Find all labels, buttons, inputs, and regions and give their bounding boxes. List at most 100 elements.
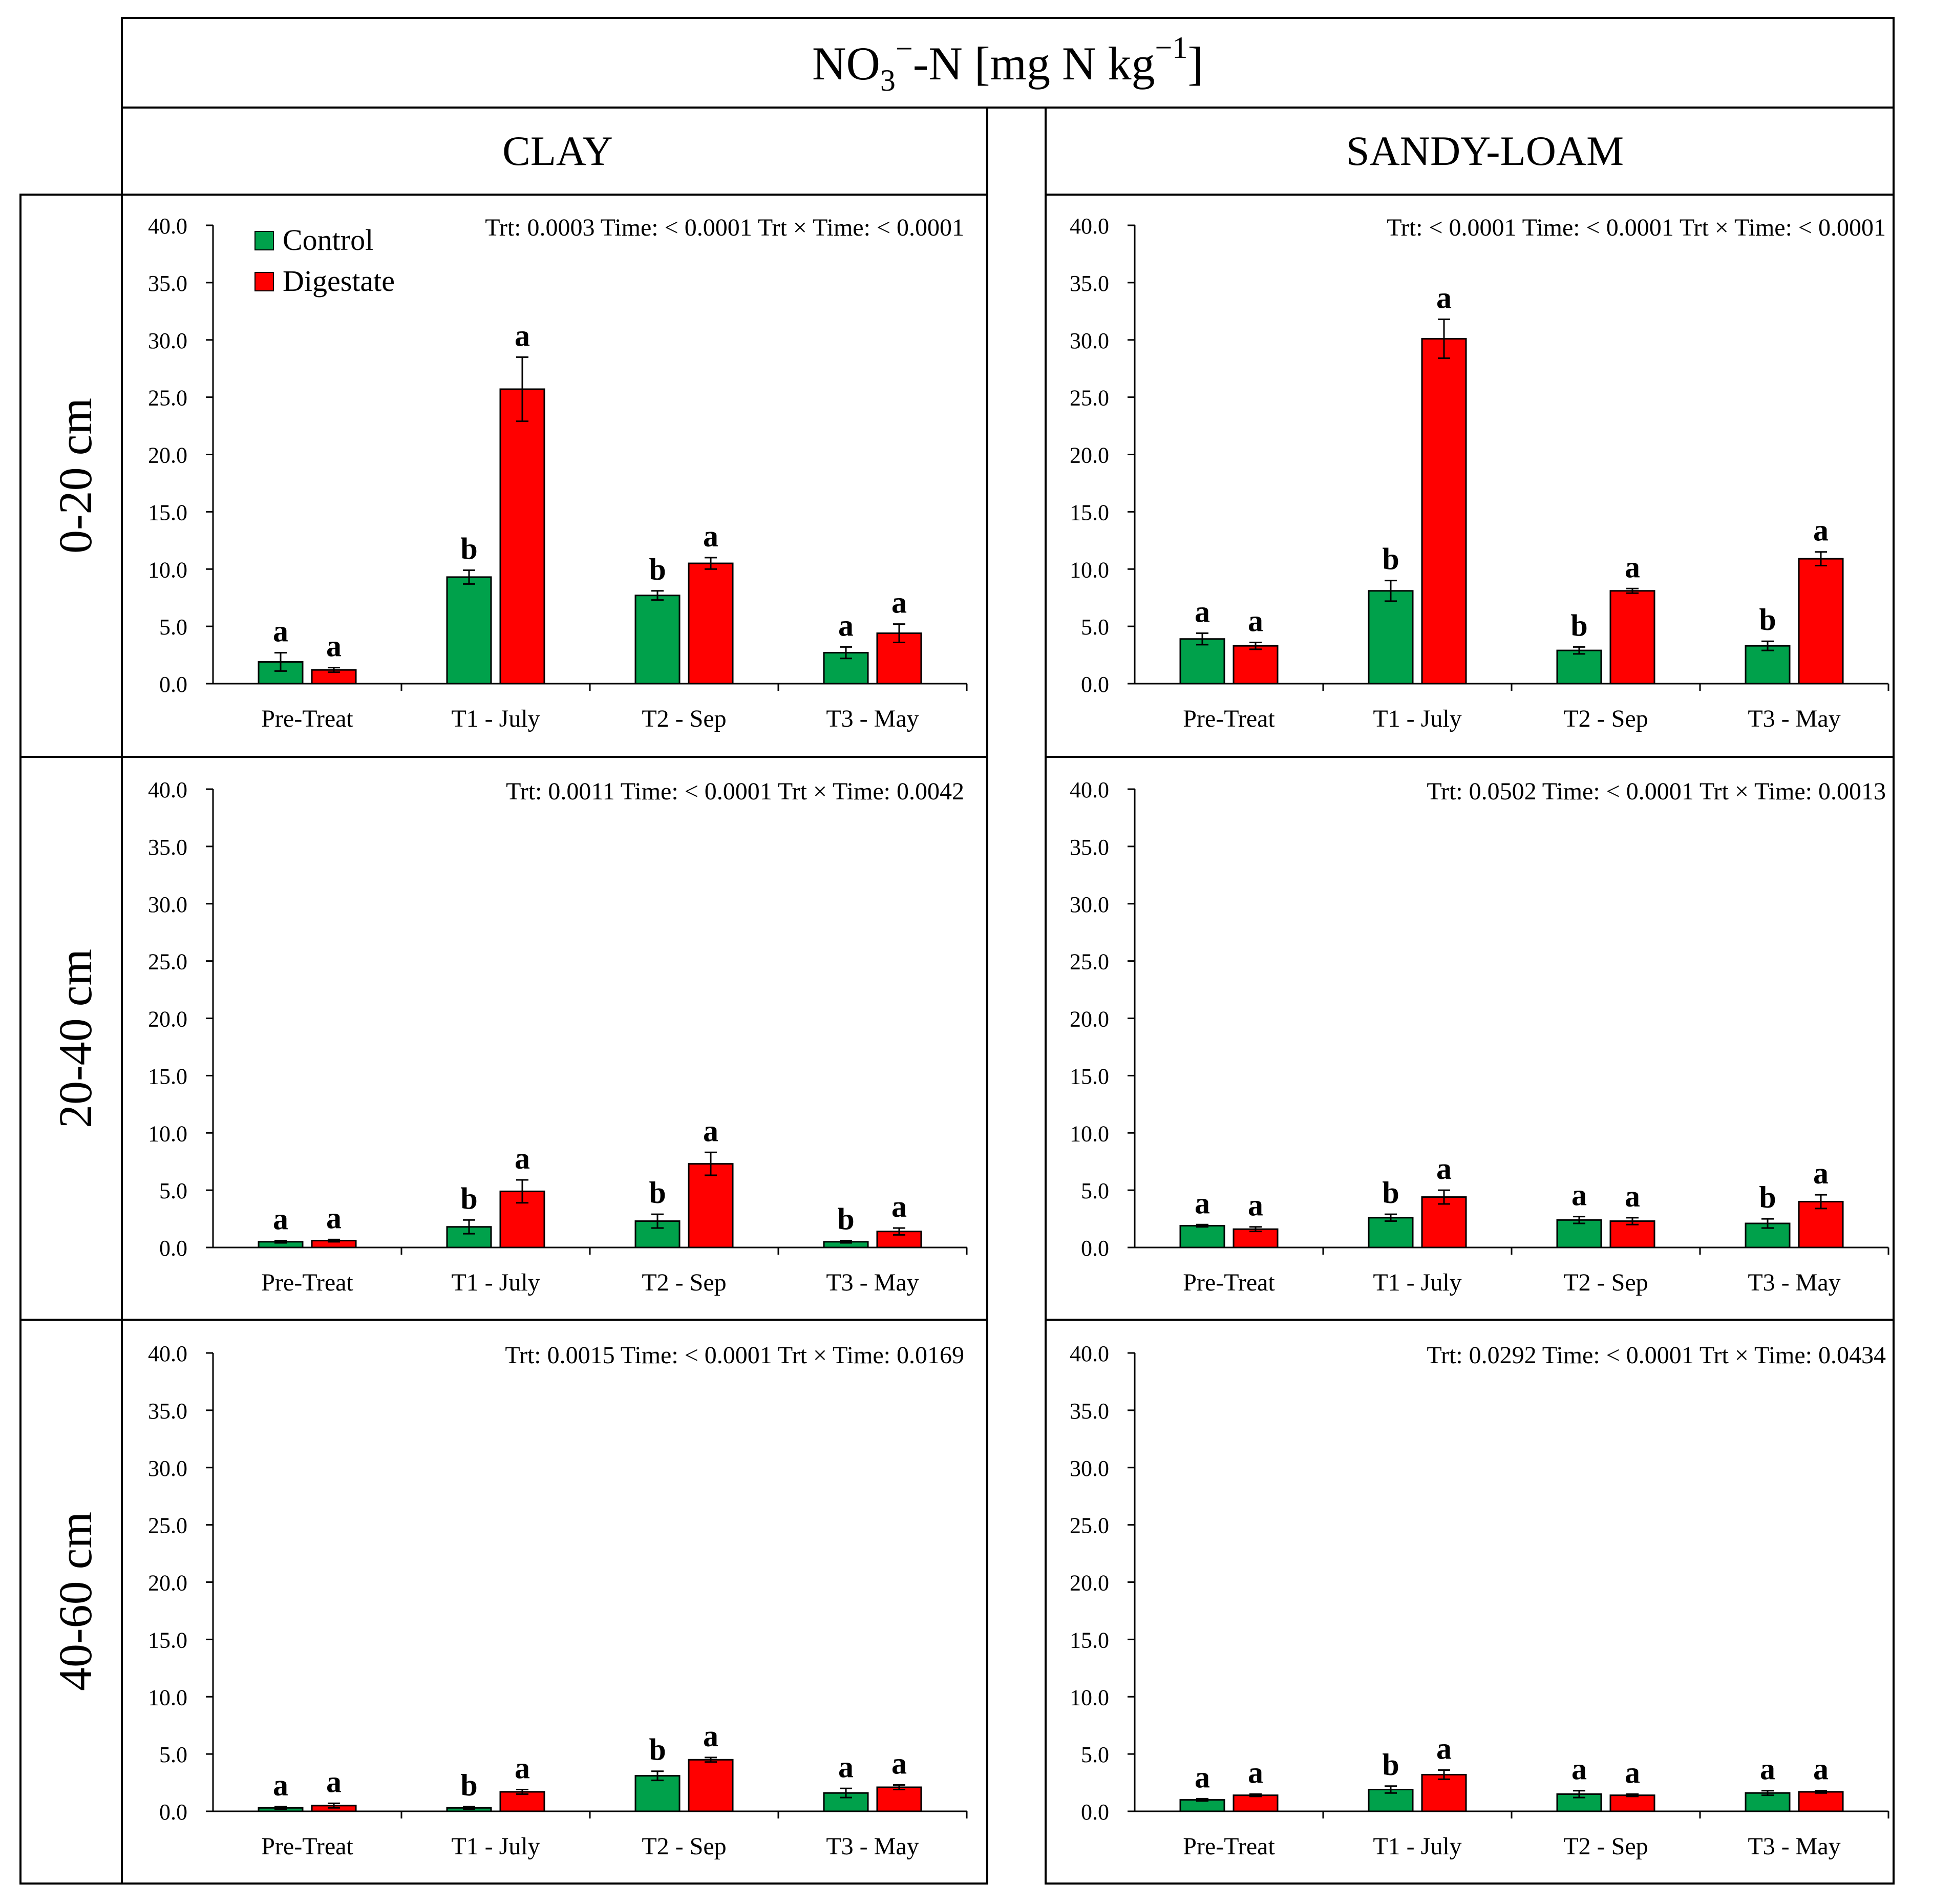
panel-sandy-loam-40-60-cm: 0.0 5.0 10.0 15.0 20.0 25.0 30.0 35.0 40.0 Trt: 0… <box>1070 1341 1889 1860</box>
bar-digestate <box>688 1759 734 1812</box>
bar-control <box>634 595 681 685</box>
y-tick-label: 40.0 <box>148 777 187 802</box>
y-tick-label: 10.0 <box>1070 1121 1109 1146</box>
panel-clay-0-20-cm: 0.0 5.0 10.0 15.0 20.0 25.0 30.0 35.0 40.0 Trt: 0… <box>148 214 968 732</box>
row-header-40-60: 40-60 cm <box>49 1512 101 1691</box>
x-tick-label: T3 - May <box>1748 705 1840 732</box>
panels: 0.0 5.0 10.0 15.0 20.0 25.0 30.0 35.0 40.0 Trt: 0… <box>148 214 1889 1860</box>
y-tick-label: 15.0 <box>148 1064 187 1089</box>
significance-letter-control: a <box>1571 1178 1587 1212</box>
significance-letter-digestate: a <box>1248 604 1263 638</box>
figure-frame <box>19 17 1895 1885</box>
y-tick-label: 15.0 <box>1070 1627 1109 1653</box>
y-tick-label: 25.0 <box>148 386 187 411</box>
y-tick-label: 40.0 <box>148 214 187 239</box>
y-tick-label: 35.0 <box>148 271 187 296</box>
x-tick-label: T2 - Sep <box>642 705 726 732</box>
y-tick-label: 30.0 <box>1070 328 1109 353</box>
x-tick-label: T3 - May <box>826 1269 919 1296</box>
y-tick-label: 25.0 <box>1070 1513 1109 1538</box>
bar-control <box>1179 638 1225 685</box>
x-tick-label: Pre-Treat <box>261 1269 353 1296</box>
y-tick-label: 0.0 <box>1081 1236 1109 1261</box>
y-tick-label: 15.0 <box>1070 1064 1109 1089</box>
panel-stats: Trt: 0.0502 Time: < 0.0001 Trt × Time: 0… <box>1427 778 1886 805</box>
y-tick-label: 15.0 <box>1070 500 1109 525</box>
bar-digestate <box>1609 590 1655 685</box>
y-tick-label: 35.0 <box>148 835 187 860</box>
bar-digestate <box>688 1163 734 1249</box>
bar-control <box>1179 1224 1225 1249</box>
x-tick-label: T1 - July <box>451 1269 540 1296</box>
y-tick-label: 10.0 <box>1070 1685 1109 1710</box>
row-header-20-40: 20-40 cm <box>49 949 101 1128</box>
column-header-sandy-loam: SANDY-LOAM <box>1346 128 1624 174</box>
panel-clay-40-60-cm: 0.0 5.0 10.0 15.0 20.0 25.0 30.0 35.0 40.0 Trt: 0… <box>148 1341 968 1860</box>
y-tick-label: 5.0 <box>1081 1742 1109 1767</box>
significance-letter-control: b <box>460 1181 477 1215</box>
legend: Control Digestate <box>254 223 395 298</box>
significance-letter-digestate: a <box>891 586 907 620</box>
title-superscript-minus: − <box>896 32 913 66</box>
column-header-clay: CLAY <box>502 128 613 174</box>
significance-letter-control: a <box>273 1768 288 1802</box>
bar-digestate <box>499 388 545 685</box>
y-tick-label: 5.0 <box>159 1178 187 1203</box>
y-tick-label: 0.0 <box>1081 672 1109 697</box>
y-tick-label: 40.0 <box>148 1341 187 1366</box>
panel-stats: Trt: < 0.0001 Time: < 0.0001 Trt × Time:… <box>1387 214 1886 241</box>
significance-letter-control: a <box>1195 1186 1210 1220</box>
y-tick-label: 35.0 <box>1070 835 1109 860</box>
y-tick-label: 20.0 <box>148 443 187 468</box>
x-tick-label: T2 - Sep <box>1563 1833 1648 1860</box>
significance-letter-digestate: a <box>1436 1731 1452 1765</box>
significance-letter-control: b <box>1570 608 1587 642</box>
x-tick-label: T1 - July <box>1373 1833 1461 1860</box>
y-tick-label: 0.0 <box>1081 1800 1109 1825</box>
bar-digestate <box>499 1190 545 1249</box>
bar-digestate <box>1798 1791 1844 1812</box>
significance-letter-digestate: a <box>891 1747 907 1781</box>
significance-letter-digestate: a <box>1813 1752 1829 1786</box>
significance-letter-control: b <box>1759 1180 1776 1214</box>
panel-stats: Trt: 0.0292 Time: < 0.0001 Trt × Time: 0… <box>1427 1342 1886 1369</box>
significance-letter-digestate: a <box>1813 514 1829 547</box>
y-tick-label: 25.0 <box>148 1513 187 1538</box>
bar-control <box>1556 649 1602 685</box>
x-tick-label: Pre-Treat <box>1183 1269 1275 1296</box>
y-tick-label: 10.0 <box>148 557 187 582</box>
significance-letter-digestate: a <box>891 1190 907 1223</box>
x-tick-label: Pre-Treat <box>1183 1833 1275 1860</box>
significance-letter-control: a <box>1195 595 1210 629</box>
significance-letter-control: b <box>460 532 477 565</box>
title-close-bracket: ] <box>1187 37 1203 90</box>
y-tick-label: 25.0 <box>1070 949 1109 975</box>
significance-letter-digestate: a <box>1625 1179 1640 1213</box>
x-tick-label: T1 - July <box>451 705 540 732</box>
bar-digestate <box>1421 1196 1467 1249</box>
significance-letter-control: b <box>837 1202 854 1236</box>
bar-digestate <box>1421 1773 1467 1812</box>
bar-digestate <box>1233 1794 1279 1812</box>
y-tick-label: 40.0 <box>1070 214 1109 239</box>
bar-digestate <box>1421 338 1467 685</box>
significance-letter-control: b <box>649 1176 666 1210</box>
panel-stats: Trt: 0.0011 Time: < 0.0001 Trt × Time: 0… <box>506 778 964 805</box>
title-superscript-exponent: −1 <box>1155 31 1187 65</box>
y-tick-label: 35.0 <box>1070 1399 1109 1424</box>
bar-control <box>446 1226 492 1249</box>
significance-letter-control: b <box>649 1733 666 1767</box>
significance-letter-digestate: a <box>1436 281 1452 314</box>
significance-letter-control: a <box>273 615 288 648</box>
bar-control <box>1368 1217 1414 1249</box>
x-tick-label: T2 - Sep <box>642 1833 726 1860</box>
bar-control <box>446 576 492 685</box>
y-tick-label: 5.0 <box>1081 615 1109 640</box>
y-tick-label: 35.0 <box>148 1399 187 1424</box>
significance-letter-control: a <box>1195 1760 1210 1794</box>
bar-digestate <box>876 1786 922 1812</box>
significance-letter-control: b <box>1759 603 1776 637</box>
y-tick-label: 10.0 <box>1070 557 1109 582</box>
legend-label-digestate: Digestate <box>283 264 395 298</box>
